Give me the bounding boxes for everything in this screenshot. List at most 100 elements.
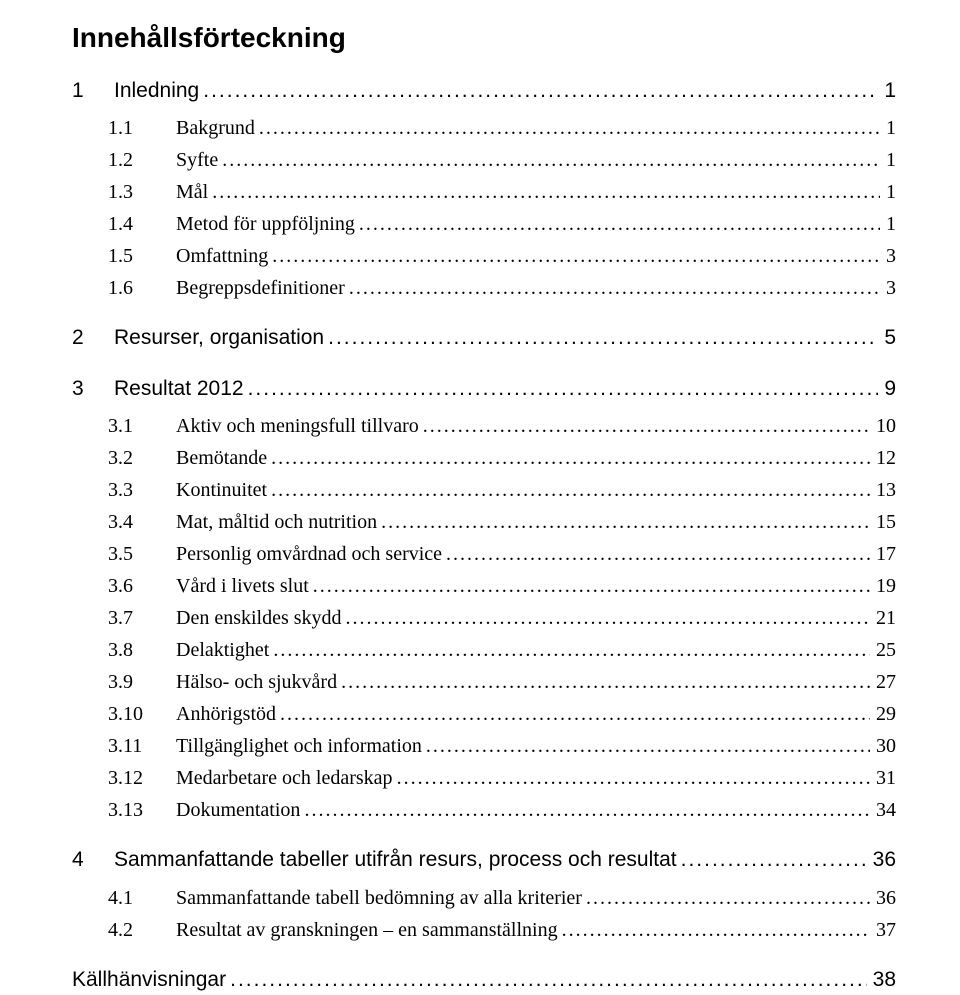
toc-page: 3: [880, 274, 896, 303]
toc-label: Syfte: [176, 146, 218, 175]
toc-page: 31: [870, 764, 896, 793]
toc-row: 3.11Tillgänglighet och information......…: [72, 732, 896, 761]
toc-label: Aktiv och meningsfull tillvaro: [176, 412, 419, 441]
toc-row: 1.2Syfte................................…: [72, 146, 896, 175]
toc-row: Källhänvisningar........................…: [72, 965, 896, 995]
toc-row: 1Inledning..............................…: [72, 76, 896, 106]
toc-number: 1.2: [108, 146, 176, 175]
toc-leader: ........................................…: [199, 76, 878, 106]
toc-row: 3Resultat 2012..........................…: [72, 374, 896, 404]
toc-label: Resurser, organisation: [114, 323, 324, 353]
toc-page: 38: [867, 965, 896, 995]
toc-leader: ........................................…: [442, 540, 870, 569]
page: Innehållsförteckning 1 Inledning.........…: [0, 0, 960, 995]
toc-row: 1.4Metod för uppföljning................…: [72, 210, 896, 239]
toc-row: 3.7Den enskildes skydd..................…: [72, 604, 896, 633]
toc-leader: ........................................…: [582, 884, 870, 913]
toc-number: 4: [72, 845, 114, 875]
toc-label: Källhänvisningar: [72, 965, 226, 995]
toc-leader: ........................................…: [337, 668, 870, 697]
toc-leader: ........................................…: [342, 604, 870, 633]
toc-number: 4.1: [108, 884, 176, 913]
toc-leader: ........................................…: [218, 146, 880, 175]
toc-label: Hälso- och sjukvård: [176, 668, 337, 697]
toc-leader: ........................................…: [208, 178, 880, 207]
toc-leader: ........................................…: [419, 412, 870, 441]
toc-row: 3.6Vård i livets slut...................…: [72, 572, 896, 601]
toc-leader: ........................................…: [677, 845, 867, 875]
toc-page: 34: [870, 796, 896, 825]
toc-leader: ........................................…: [309, 572, 870, 601]
toc-label: Dokumentation: [176, 796, 300, 825]
toc-label: Begreppsdefinitioner: [176, 274, 345, 303]
toc-leader: ........................................…: [267, 476, 870, 505]
toc-page: 15: [870, 508, 896, 537]
toc-row: 4.2Resultat av granskningen – en sammans…: [72, 916, 896, 945]
toc-label: Inledning: [114, 76, 199, 106]
toc-number: 3.4: [108, 508, 176, 537]
toc-number: 3: [72, 374, 114, 404]
toc-leader: ........................................…: [324, 323, 878, 353]
toc-row: 3.8Delaktighet..........................…: [72, 636, 896, 665]
toc-leader: ........................................…: [268, 242, 880, 271]
toc-page: 25: [870, 636, 896, 665]
toc-page: 29: [870, 700, 896, 729]
toc-page: 9: [878, 374, 896, 404]
toc-number: 3.12: [108, 764, 176, 793]
toc-leader: ........................................…: [393, 764, 870, 793]
toc-row: 3.13Dokumentation.......................…: [72, 796, 896, 825]
toc-number: 2: [72, 323, 114, 353]
toc-label: Bakgrund: [176, 114, 255, 143]
toc-row: 3.3Kontinuitet..........................…: [72, 476, 896, 505]
toc-number: 1.5: [108, 242, 176, 271]
toc-page: 1: [880, 210, 896, 239]
toc-page: 5: [878, 323, 896, 353]
toc-label: Sammanfattande tabell bedömning av alla …: [176, 884, 582, 913]
toc-row: 3.9Hälso- och sjukvård..................…: [72, 668, 896, 697]
toc-row: 2Resurser, organisation.................…: [72, 323, 896, 353]
toc-row: 3.4Mat, måltid och nutrition............…: [72, 508, 896, 537]
toc-number: 3.1: [108, 412, 176, 441]
toc-page: 12: [870, 444, 896, 473]
toc-row: 3.1Aktiv och meningsfull tillvaro.......…: [72, 412, 896, 441]
toc-leader: ........................................…: [558, 916, 870, 945]
page-title: Innehållsförteckning: [72, 22, 896, 54]
toc-page: 1: [880, 114, 896, 143]
toc-list: 1 Inledning..............................…: [72, 76, 896, 995]
toc-label: Bemötande: [176, 444, 267, 473]
toc-leader: ........................................…: [300, 796, 870, 825]
toc-number: 3.7: [108, 604, 176, 633]
toc-label: Resultat 2012: [114, 374, 244, 404]
toc-page: 30: [870, 732, 896, 761]
toc-row: 3.5Personlig omvårdnad och service......…: [72, 540, 896, 569]
toc-row: 3.12Medarbetare och ledarskap...........…: [72, 764, 896, 793]
toc-leader: ........................................…: [276, 700, 870, 729]
toc-leader: ........................................…: [244, 374, 879, 404]
toc-row: 1.3Mål..................................…: [72, 178, 896, 207]
toc-label: Medarbetare och ledarskap: [176, 764, 393, 793]
toc-label: Mål: [176, 178, 208, 207]
toc-label: Tillgänglighet och information: [176, 732, 422, 761]
toc-label: Omfattning: [176, 242, 268, 271]
toc-page: 19: [870, 572, 896, 601]
toc-row: 1.5Omfattning...........................…: [72, 242, 896, 271]
toc-number: 3.10: [108, 700, 176, 729]
toc-page: 13: [870, 476, 896, 505]
toc-row: 3.2Bemötande............................…: [72, 444, 896, 473]
toc-label: Sammanfattande tabeller utifrån resurs, …: [114, 845, 677, 875]
toc-number: 4.2: [108, 916, 176, 945]
toc-page: 36: [870, 884, 896, 913]
toc-leader: ........................................…: [267, 444, 870, 473]
toc-number: 3.5: [108, 540, 176, 569]
toc-leader: ........................................…: [377, 508, 870, 537]
toc-row: 4.1Sammanfattande tabell bedömning av al…: [72, 884, 896, 913]
toc-label: Den enskildes skydd: [176, 604, 342, 633]
toc-label: Mat, måltid och nutrition: [176, 508, 377, 537]
toc-number: 3.11: [108, 732, 176, 761]
toc-leader: ........................................…: [345, 274, 880, 303]
toc-number: 3.3: [108, 476, 176, 505]
toc-number: 3.9: [108, 668, 176, 697]
toc-leader: ........................................…: [226, 965, 867, 995]
toc-number: 1.3: [108, 178, 176, 207]
toc-label: Kontinuitet: [176, 476, 267, 505]
